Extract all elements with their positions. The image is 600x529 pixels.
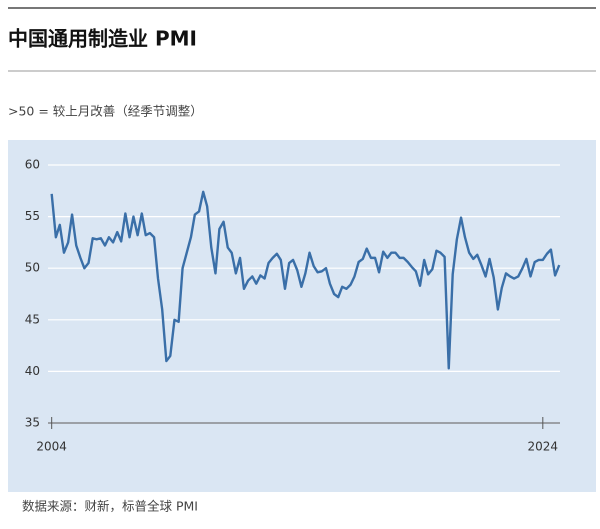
chart-title: 中国通用制造业 PMI [8, 27, 197, 51]
y-tick-label: 45 [25, 312, 40, 326]
plot-panel [8, 140, 596, 492]
x-tick-label: 2004 [36, 440, 67, 454]
y-tick-label: 60 [25, 158, 40, 172]
y-tick-label: 50 [25, 261, 40, 275]
source-note: 数据来源：财新，标普全球 PMI [22, 499, 198, 514]
subtitle: >50 = 较上月改善（经季节调整） [8, 104, 203, 119]
line-series [50, 190, 561, 370]
y-tick-label: 55 [25, 209, 40, 223]
y-tick-label: 40 [25, 364, 40, 378]
y-tick-label: 35 [25, 416, 40, 430]
x-tick-label: 2024 [528, 440, 559, 454]
